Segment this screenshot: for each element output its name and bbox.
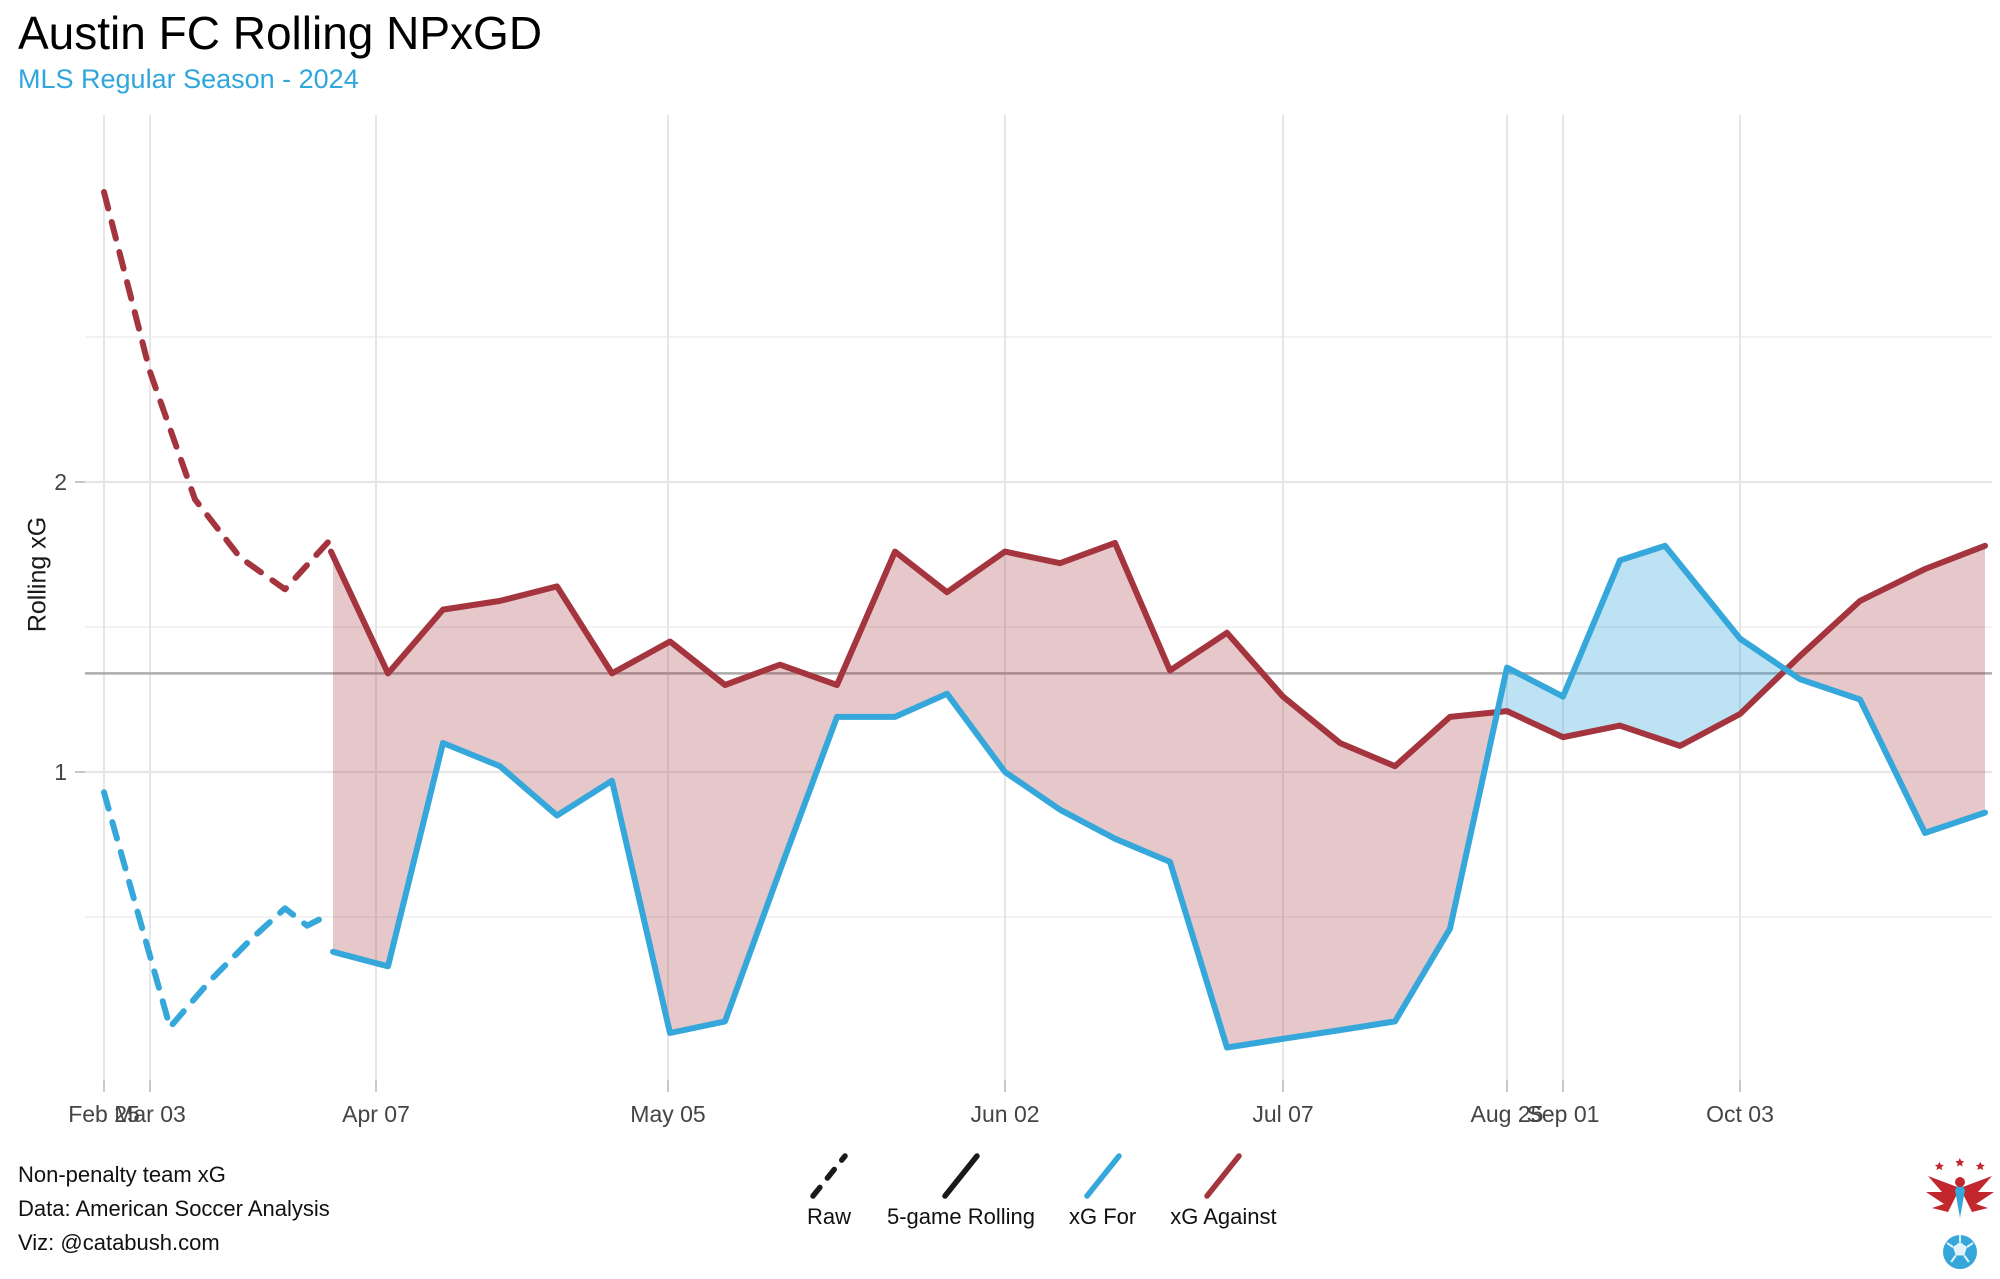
band-against-above xyxy=(1785,545,1985,833)
legend-key-icon xyxy=(1083,1153,1122,1199)
y-tick-label: 1 xyxy=(54,759,67,785)
raw-xg-for-line xyxy=(101,789,333,1031)
caption-line-1: Non-penalty team xG xyxy=(18,1162,226,1187)
logo-stars-icon xyxy=(1934,1158,1985,1171)
band-for-above xyxy=(1497,545,1786,746)
x-tick-label: Mar 03 xyxy=(114,1101,186,1127)
x-tick-label: Jun 02 xyxy=(970,1101,1039,1127)
legend-key-icon xyxy=(1204,1153,1243,1199)
rolling-xg-for-line xyxy=(330,542,1988,1051)
legend-key-icon xyxy=(810,1153,848,1199)
legend-item-xg-against: xG Against xyxy=(1170,1150,1277,1230)
logo-eagle-icon xyxy=(1926,1176,1994,1218)
x-tick-label: Jul 07 xyxy=(1252,1101,1313,1127)
legend-item-xg-for: xG For xyxy=(1069,1150,1136,1230)
chart-subtitle: MLS Regular Season - 2024 xyxy=(18,64,359,94)
legend-label: 5-game Rolling xyxy=(887,1204,1035,1229)
x-tick-label: Apr 07 xyxy=(342,1101,410,1127)
y-tick-label: 2 xyxy=(54,469,67,495)
legend-label: xG Against xyxy=(1170,1204,1277,1229)
x-tick-label: Oct 03 xyxy=(1706,1101,1774,1127)
x-tick-label: May 05 xyxy=(630,1101,705,1127)
caption-line-3: Viz: @catabush.com xyxy=(18,1230,220,1256)
chart-title: Austin FC Rolling NPxGD xyxy=(18,7,543,59)
x-tick-label: Sep 01 xyxy=(1527,1101,1600,1127)
rolling-xg-against-line xyxy=(328,539,1988,770)
legend-label: Raw xyxy=(806,1204,851,1229)
x-tick-label: Aug 25 xyxy=(1471,1101,1544,1127)
y-axis-title: Rolling xG xyxy=(23,516,52,633)
legend-key-icon xyxy=(942,1153,980,1199)
caption: Non-penalty team xG Data: American Socce… xyxy=(18,1158,330,1260)
legend-item-raw: Raw xyxy=(805,1150,853,1230)
raw-xg-against-line xyxy=(101,189,333,593)
caption-line-2: Data: American Soccer Analysis xyxy=(18,1196,330,1222)
brand-logo xyxy=(1926,1158,1994,1269)
legend-item-5-game-rolling: 5-game Rolling xyxy=(887,1150,1035,1230)
logo-ball-icon xyxy=(1943,1235,1977,1269)
chart-legend: Raw 5-game Rolling xG For xG Against xyxy=(805,1150,1277,1230)
band-against-above xyxy=(333,542,1498,1048)
x-tick-label: Feb 25 xyxy=(68,1101,140,1127)
legend-label: xG For xyxy=(1068,1204,1137,1229)
